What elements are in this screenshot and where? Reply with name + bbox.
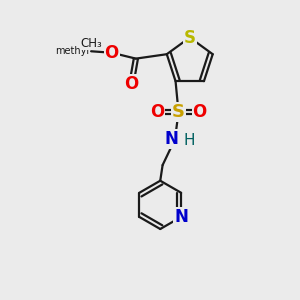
Text: O: O [150, 103, 164, 121]
Text: S: S [172, 103, 185, 121]
Text: N: N [164, 130, 178, 148]
Text: O: O [105, 44, 119, 62]
Text: CH₃: CH₃ [80, 37, 102, 50]
Text: O: O [124, 75, 139, 93]
Text: S: S [184, 28, 196, 46]
Text: H: H [183, 133, 195, 148]
Text: O: O [193, 103, 207, 121]
Text: methyl: methyl [56, 46, 90, 56]
Text: N: N [174, 208, 188, 226]
